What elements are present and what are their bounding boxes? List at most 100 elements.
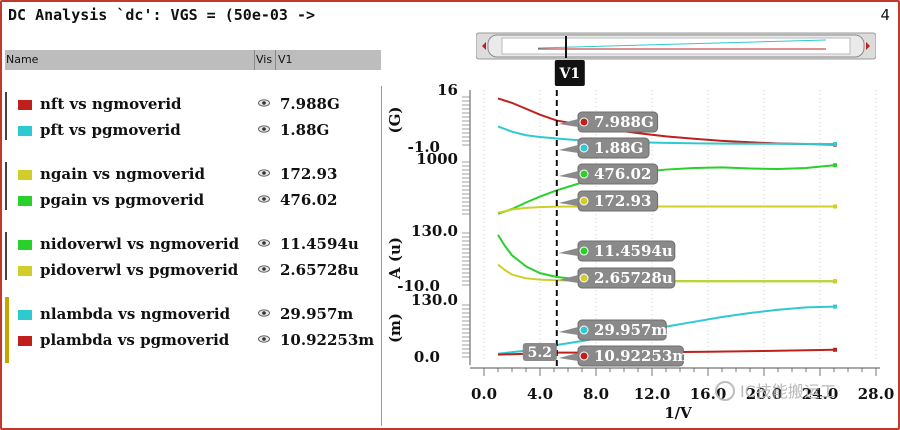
visibility-eye-icon[interactable] <box>258 265 270 273</box>
marker-callout-pointer <box>558 198 578 206</box>
cursor-x-box <box>522 343 557 361</box>
marker-value: 476.02 <box>594 165 651 183</box>
y-top-label: 1000 <box>416 150 458 168</box>
marker-value: 29.957m <box>594 321 667 339</box>
series-line <box>497 205 834 214</box>
marker-value: 10.92253m <box>594 347 688 365</box>
x-tick-label: 16.0 <box>690 385 727 403</box>
trace-cursor-value: 2.65728u <box>280 261 359 279</box>
x-tick-label: 20.0 <box>746 385 783 403</box>
trace-cursor-value: 172.93 <box>280 165 338 183</box>
marker-dot <box>579 117 589 127</box>
marker-dot <box>579 169 589 179</box>
marker-dot <box>579 196 589 206</box>
marker-dot <box>579 273 589 283</box>
visibility-eye-icon[interactable] <box>258 195 270 203</box>
marker-callout-pointer <box>558 171 578 179</box>
visibility-eye-icon[interactable] <box>258 335 270 343</box>
trace-name: nft vs ngmoverid <box>40 95 182 113</box>
trace-color-swatch <box>18 240 32 250</box>
x-tick-label: 0.0 <box>471 385 497 403</box>
trace-color-swatch <box>18 126 32 136</box>
x-tick-label: 8.0 <box>583 385 609 403</box>
cursor-x-value: 5.2 <box>528 345 552 361</box>
trace-cursor-value: 1.88G <box>280 121 330 139</box>
visibility-eye-icon[interactable] <box>258 169 270 177</box>
y-bottom-label: -1.0 <box>408 138 440 156</box>
marker-value: 7.988G <box>594 113 654 131</box>
trace-color-swatch <box>18 266 32 276</box>
marker-dot <box>579 325 589 335</box>
trace-cursor-value: 7.988G <box>280 95 340 113</box>
y-unit-label: (G) <box>386 106 404 133</box>
x-tick-label: 28.0 <box>858 385 895 403</box>
group-bracket <box>5 232 7 280</box>
group-bracket <box>5 92 7 140</box>
y-bottom-label: 0.0 <box>414 348 440 366</box>
series-end-marker <box>833 304 837 309</box>
scroll-right-icon[interactable] <box>866 42 870 50</box>
trace-color-swatch <box>18 170 32 180</box>
trace-row[interactable]: nidoverwl vs ngmoverid 11.4594u <box>18 235 378 255</box>
trace-row[interactable]: pgain vs pgmoverid 476.02 <box>18 191 378 211</box>
y-top-label: 16 <box>437 81 458 99</box>
series-end-marker <box>833 142 837 147</box>
x-tick-label: 12.0 <box>634 385 671 403</box>
visibility-eye-icon[interactable] <box>258 99 270 107</box>
trace-row[interactable]: plambda vs pgmoverid 10.92253m <box>18 331 378 351</box>
y-unit-label: A (u) <box>386 237 404 280</box>
trace-name: nlambda vs ngmoverid <box>40 305 231 323</box>
series-end-marker <box>833 347 837 352</box>
marker-value: 172.93 <box>594 192 651 210</box>
column-vis[interactable]: Vis <box>256 53 273 66</box>
marker-value: 2.65728u <box>594 269 673 287</box>
trace-row[interactable]: pft vs pgmoverid 1.88G <box>18 121 378 141</box>
trace-name: plambda vs pgmoverid <box>40 331 230 349</box>
marker-callout-pointer <box>558 353 578 361</box>
trace-cursor-value: 476.02 <box>280 191 338 209</box>
trace-row[interactable]: nlambda vs ngmoverid 29.957m <box>18 305 378 325</box>
marker-value: 1.88G <box>594 139 643 157</box>
cursor-tag-label: V1 <box>558 66 580 82</box>
trace-name: pgain vs pgmoverid <box>40 191 205 209</box>
trace-cursor-value: 29.957m <box>280 305 354 323</box>
cursor-tag <box>554 60 585 86</box>
x-tick-label: 24.0 <box>802 385 839 403</box>
visibility-eye-icon[interactable] <box>258 125 270 133</box>
trace-color-swatch <box>18 310 32 320</box>
marker-callout-pointer <box>558 327 578 335</box>
trace-color-swatch <box>18 100 32 110</box>
marker-dot <box>579 246 589 256</box>
series-end-marker <box>833 204 837 209</box>
table-header: Name Vis V1 <box>5 50 381 70</box>
column-v1[interactable]: V1 <box>278 53 293 66</box>
column-name[interactable]: Name <box>6 53 39 66</box>
scroll-left-icon[interactable] <box>482 42 486 50</box>
y-bottom-label: -10.0 <box>397 277 440 295</box>
marker-callout-pointer <box>558 145 578 153</box>
marker-value: 11.4594u <box>594 242 673 260</box>
trace-row[interactable]: pidoverwl vs pgmoverid 2.65728u <box>18 261 378 281</box>
trace-name: ngain vs ngmoverid <box>40 165 205 183</box>
marker-callout-pointer <box>558 275 578 283</box>
pane-divider[interactable] <box>381 86 382 426</box>
watermark-logo-icon <box>715 381 735 401</box>
plot-count: 4 <box>880 6 890 24</box>
trace-color-swatch <box>18 196 32 206</box>
series-line <box>497 125 835 146</box>
visibility-eye-icon[interactable] <box>258 239 270 247</box>
y-unit-label: (m) <box>386 313 404 343</box>
marker-dot <box>579 143 589 153</box>
panner-scrollbar[interactable] <box>476 30 876 62</box>
x-tick-label: 4.0 <box>527 385 553 403</box>
marker-callout-pointer <box>558 248 578 256</box>
trace-row[interactable]: ngain vs ngmoverid 172.93 <box>18 165 378 185</box>
trace-name: pft vs pgmoverid <box>40 121 181 139</box>
trace-cursor-value: 10.92253m <box>280 331 375 349</box>
trace-row[interactable]: nft vs ngmoverid 7.988G <box>18 95 378 115</box>
window-title: DC Analysis `dc': VGS = (50e-03 -> <box>8 6 316 24</box>
visibility-eye-icon[interactable] <box>258 309 270 317</box>
trace-cursor-value: 11.4594u <box>280 235 359 253</box>
